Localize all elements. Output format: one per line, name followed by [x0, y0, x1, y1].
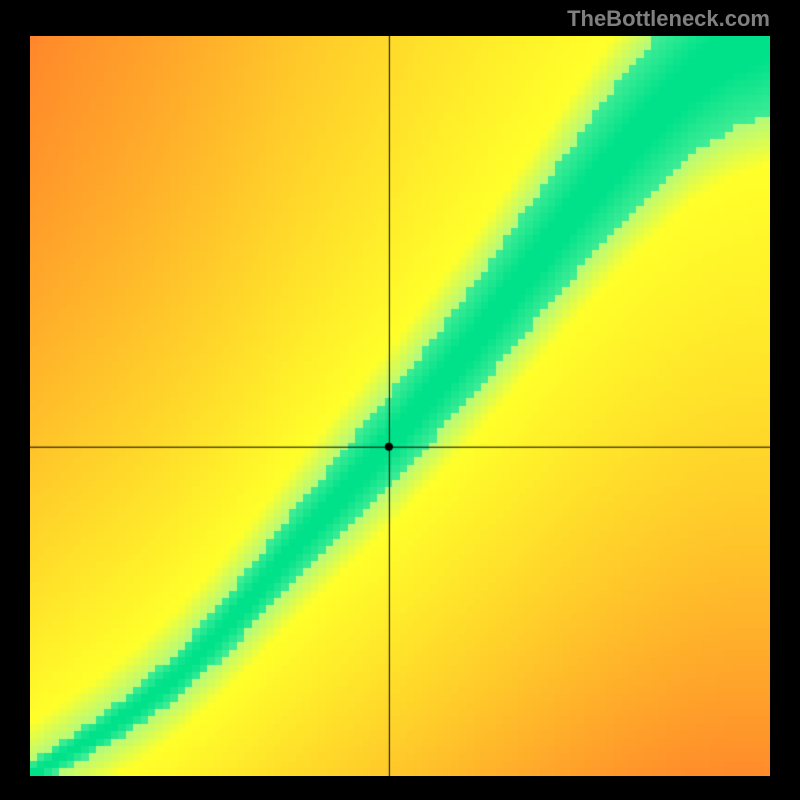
- bottleneck-heatmap: [30, 36, 770, 776]
- chart-container: TheBottleneck.com: [0, 0, 800, 800]
- watermark-text: TheBottleneck.com: [567, 6, 770, 32]
